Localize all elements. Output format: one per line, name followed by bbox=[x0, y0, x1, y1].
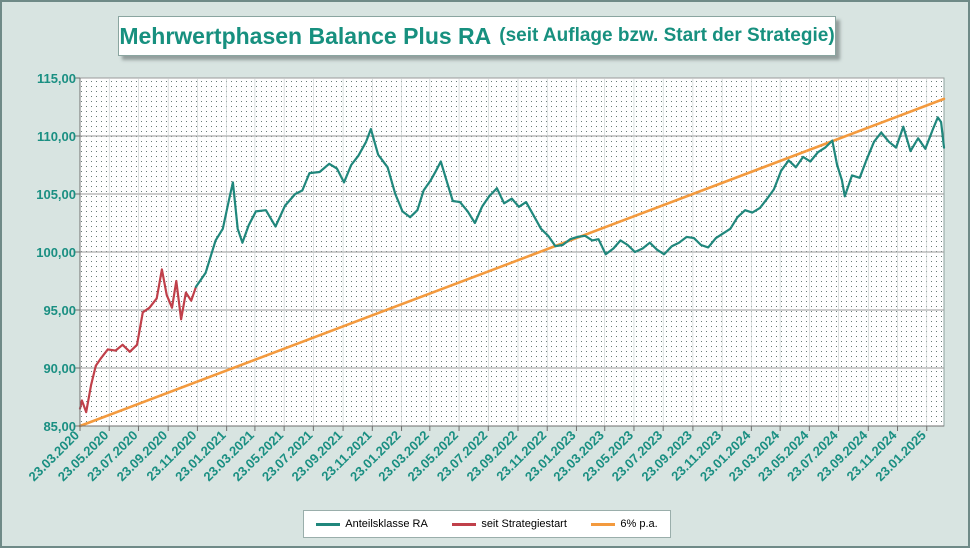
y-tick-label: 105,00 bbox=[36, 187, 76, 202]
legend-label-anteilsklasse: Anteilsklasse RA bbox=[345, 518, 428, 530]
legend-swatch-trend bbox=[591, 522, 616, 526]
series-line-strategiestart bbox=[78, 268, 198, 414]
y-tick-label: 100,00 bbox=[36, 245, 76, 260]
legend-item-trend: 6% p.a. bbox=[591, 518, 658, 530]
legend-item-strategiestart: seit Strategiestart bbox=[452, 518, 567, 530]
series-layer bbox=[78, 97, 946, 428]
legend: Anteilsklasse RA seit Strategiestart 6% … bbox=[303, 510, 671, 538]
legend-label-strategiestart: seit Strategiestart bbox=[481, 518, 567, 530]
gridlines bbox=[80, 77, 944, 427]
y-tick-label: 115,00 bbox=[37, 71, 76, 86]
y-tick-label: 90,00 bbox=[43, 361, 76, 376]
legend-item-anteilsklasse: Anteilsklasse RA bbox=[316, 518, 428, 530]
y-tick-label: 85,00 bbox=[43, 419, 76, 434]
chart-title: Mehrwertphasen Balance Plus RA bbox=[119, 22, 492, 49]
y-axis: 85,00 90,00 95,00 100,00 105,00 110,00 115,00 bbox=[36, 71, 81, 434]
legend-swatch-anteilsklasse bbox=[316, 522, 341, 526]
y-tick-label: 110,00 bbox=[37, 129, 76, 144]
legend-label-trend: 6% p.a. bbox=[620, 518, 658, 530]
legend-swatch-strategiestart bbox=[452, 522, 477, 526]
x-gridlines bbox=[79, 78, 928, 426]
series-line-anteilsklasse bbox=[194, 116, 946, 288]
x-axis: 23.03.202023.05.202023.07.202023.09.2020… bbox=[25, 425, 944, 484]
chart-title-box: Mehrwertphasen Balance Plus RA (seit Auf… bbox=[118, 16, 836, 56]
chart-subtitle: (seit Auflage bzw. Start der Strategie) bbox=[499, 25, 835, 46]
series-line-trend bbox=[78, 97, 946, 428]
y-tick-label: 95,00 bbox=[43, 303, 76, 318]
